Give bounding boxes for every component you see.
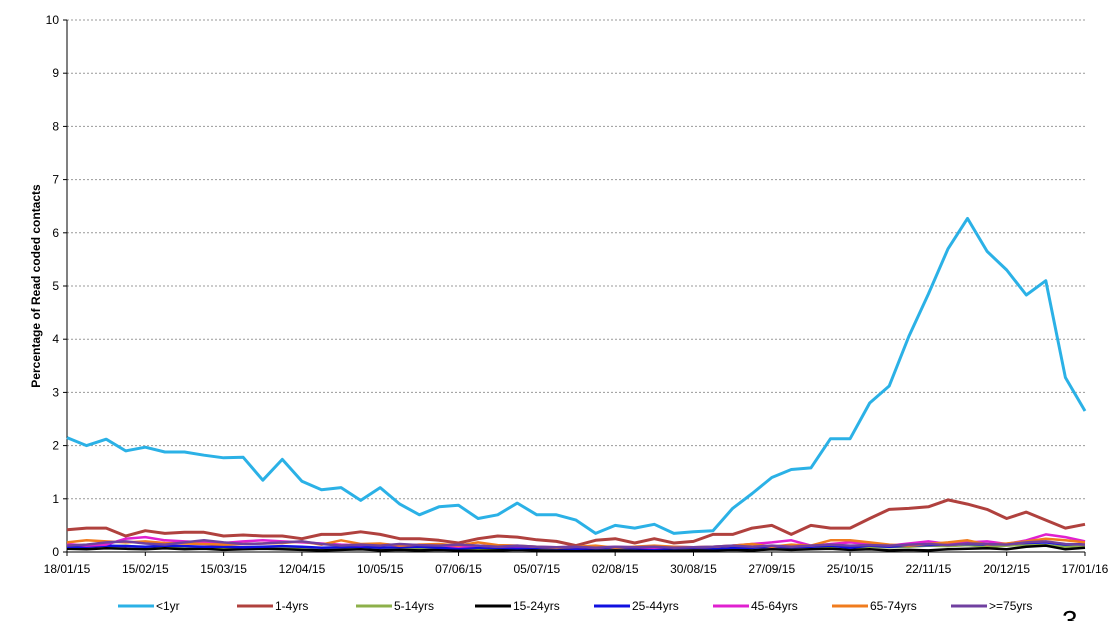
series-line (66, 498, 1086, 548)
x-tick-label: 30/08/15 (670, 562, 717, 576)
page-number: 3 (1062, 605, 1078, 621)
y-tick-label: 8 (52, 119, 59, 133)
x-tick-label: 18/01/15 (44, 562, 91, 576)
x-tick-label: 27/09/15 (748, 562, 795, 576)
x-tick-label: 12/04/15 (279, 562, 326, 576)
x-tick-label: 15/03/15 (200, 562, 247, 576)
x-tick-label: 17/01/16 (1062, 562, 1109, 576)
y-tick-label: 10 (46, 13, 60, 27)
x-tick-label: 15/02/15 (122, 562, 169, 576)
x-tick-label: 25/10/15 (827, 562, 874, 576)
y-axis-title: Percentage of Read coded contacts (29, 184, 43, 388)
legend-label: 65-74yrs (870, 599, 917, 613)
x-tick-label: 07/06/15 (435, 562, 482, 576)
series-line (66, 539, 1086, 549)
series-line (66, 544, 1086, 553)
x-tick-label: 10/05/15 (357, 562, 404, 576)
y-tick-label: 0 (52, 545, 59, 559)
x-tick-label: 20/12/15 (983, 562, 1030, 576)
legend-label: <1yr (156, 599, 180, 613)
legend-label: >=75yrs (989, 599, 1032, 613)
y-tick-label: 6 (52, 226, 59, 240)
x-tick-label: 02/08/15 (592, 562, 639, 576)
legend-label: 1-4yrs (275, 599, 308, 613)
legend-label: 5-14yrs (394, 599, 434, 613)
y-tick-label: 2 (52, 439, 59, 453)
series-line (66, 216, 1087, 535)
y-tick-label: 4 (52, 332, 59, 346)
y-tick-label: 1 (52, 492, 59, 506)
y-tick-label: 9 (52, 66, 59, 80)
legend-label: 15-24yrs (513, 599, 560, 613)
legend-label: 25-44yrs (632, 599, 679, 613)
legend-label: 45-64yrs (751, 599, 798, 613)
y-tick-label: 3 (52, 385, 59, 399)
y-tick-label: 7 (52, 173, 59, 187)
x-tick-label: 05/07/15 (513, 562, 560, 576)
x-tick-label: 22/11/15 (905, 562, 951, 576)
y-tick-label: 5 (52, 279, 59, 293)
